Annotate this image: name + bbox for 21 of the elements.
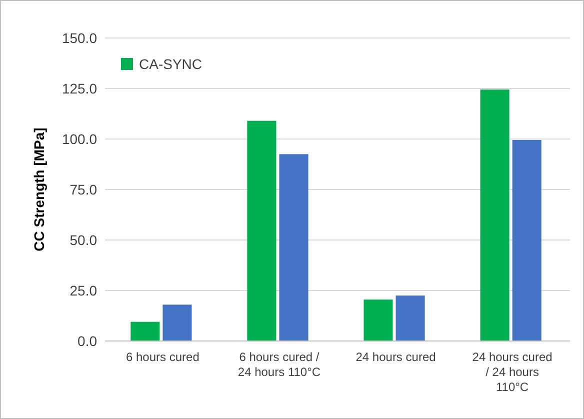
y-tick-label: 150.0 (62, 30, 98, 46)
y-tick-label: 25.0 (70, 282, 98, 298)
bar (480, 90, 510, 341)
x-tick-label: 6 hours cured / 24 hours 110°C (238, 350, 321, 379)
y-tick-label: 50.0 (70, 232, 98, 248)
bar (130, 322, 160, 341)
x-tick-label: 24 hours cured / 24 hours 110°C (472, 350, 552, 394)
y-tick-label: 0.0 (78, 332, 98, 349)
legend-label: CA-SYNC (139, 56, 202, 72)
y-tick-label: 100.0 (62, 130, 98, 147)
bar (279, 154, 308, 341)
bar (512, 140, 542, 341)
bar (162, 304, 192, 341)
y-axis-title: CC Strength [MPa] (31, 128, 47, 252)
y-tick-label: 75.0 (70, 181, 98, 198)
y-tick-label: 125.0 (62, 80, 98, 96)
x-tick-label: 6 hours cured (126, 350, 200, 364)
bar (364, 300, 393, 341)
x-tick-label: 24 hours cured (356, 350, 436, 364)
bar (396, 296, 425, 341)
bar (247, 120, 276, 341)
